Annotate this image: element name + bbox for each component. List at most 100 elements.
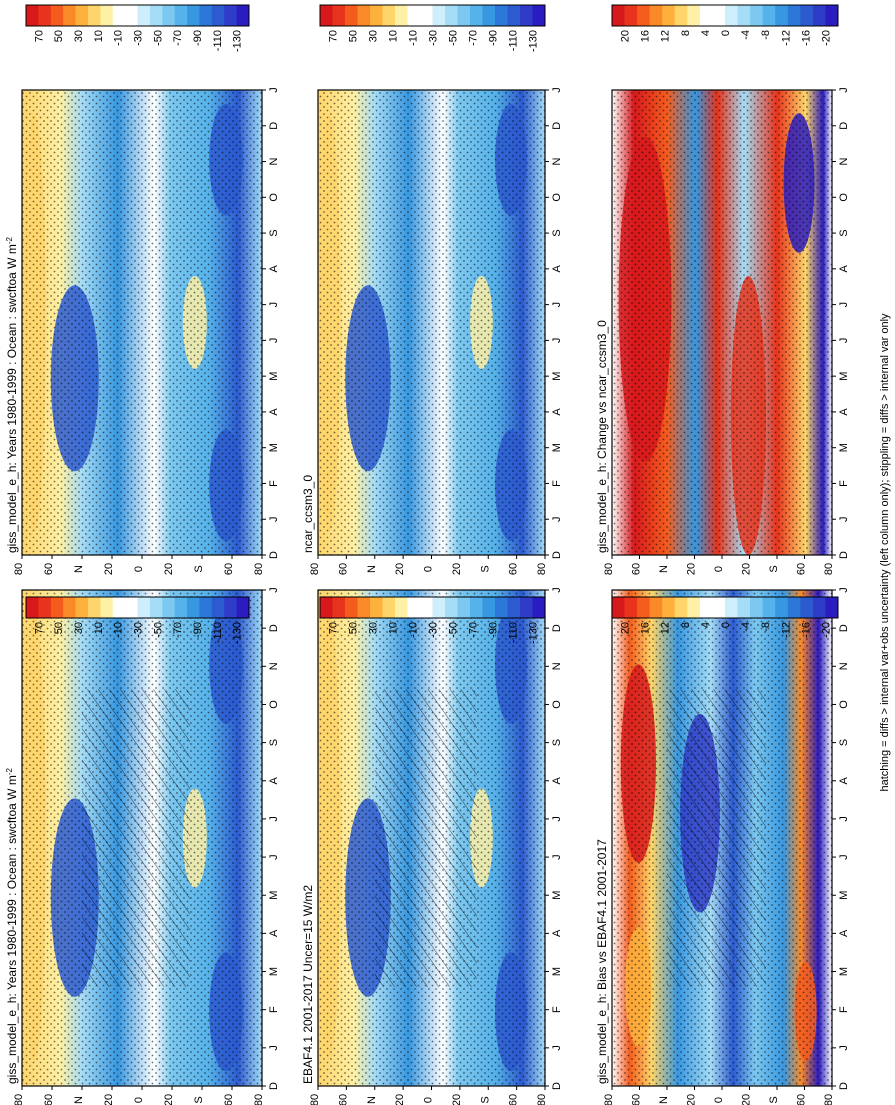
colorbar-swatch — [775, 5, 789, 26]
x-tick-label: F — [268, 480, 280, 487]
colorbar-swatch — [432, 5, 446, 26]
x-tick-label: J — [838, 338, 850, 344]
y-tick-label: 20 — [103, 1094, 115, 1105]
colorbar-label: -50 — [448, 622, 460, 638]
colorbar-label: 50 — [348, 30, 360, 42]
colorbar-swatch — [750, 5, 763, 26]
colorbar-swatch — [320, 5, 333, 26]
colorbar-swatch — [712, 5, 726, 26]
x-tick-label: J — [838, 854, 850, 860]
colorbar-frame — [25, 596, 250, 619]
y-tick-label: 80 — [13, 563, 25, 575]
colorbar-label: 50 — [53, 622, 65, 634]
y-tick-label: 20 — [163, 563, 175, 575]
x-tick-label: M — [268, 967, 280, 976]
colorbar-swatch — [725, 597, 738, 618]
colorbar-swatch — [520, 5, 533, 26]
x-tick-label: F — [268, 1006, 280, 1013]
colorbar-swatch — [50, 597, 64, 618]
y-tick-label: N — [73, 1096, 85, 1104]
colorbar-label: 30 — [73, 30, 85, 42]
colorbar-label: 30 — [368, 622, 380, 634]
colorbar-swatch — [482, 597, 496, 618]
panel-obs_left: D J F M A M J J A S O N D J 80 60 N 20 0 20 S 60 80 EBAF4.1 200… — [301, 587, 563, 1105]
x-tick-label: J — [551, 816, 563, 822]
x-tick-label: J — [551, 338, 563, 344]
y-tick-label: 20 — [451, 1094, 463, 1105]
x-tick-label: A — [551, 929, 563, 937]
panel-ncar: D J F M A M J J A S O N D J 80 60 N 20 0 20 S 60 80 ncar_ccsm3_… — [301, 4, 563, 575]
colorbar-label: -130 — [232, 30, 244, 52]
x-tick-label: F — [551, 1006, 563, 1013]
y-tick-label: 60 — [631, 1094, 643, 1105]
x-tick-label: M — [268, 891, 280, 900]
colorbar-swatch — [332, 5, 346, 26]
colorbar-swatch — [612, 597, 625, 618]
colorbar-swatch — [507, 597, 521, 618]
y-tick-label: 60 — [223, 1094, 235, 1105]
stippling-overlay — [22, 90, 262, 555]
colorbar-label: 50 — [348, 622, 360, 634]
colorbar-label: -130 — [528, 622, 540, 644]
y-tick-label: 20 — [741, 1094, 753, 1105]
y-tick-label: 20 — [394, 563, 406, 575]
y-tick-label: N — [366, 565, 378, 573]
colorbar-swatch — [457, 597, 471, 618]
colorbar-swatch — [649, 597, 663, 618]
colorbar-label: -30 — [133, 622, 145, 638]
x-tick-label: J — [838, 587, 850, 593]
colorbar-swatch — [445, 5, 458, 26]
colorbar-label: -8 — [760, 30, 772, 40]
y-tick-label: N — [658, 1096, 670, 1104]
x-tick-label: A — [838, 265, 850, 273]
y-tick-label: 80 — [603, 1094, 615, 1105]
colorbar-swatch — [211, 597, 225, 618]
y-tick-label: 80 — [823, 1094, 835, 1105]
footer-note: hatching = diffs > internal var+obs unce… — [879, 313, 891, 792]
colorbar-swatch — [112, 5, 126, 26]
x-tick-label: J — [268, 338, 280, 344]
x-tick-label: J — [268, 587, 280, 593]
colorbar-swatch — [199, 5, 213, 26]
panel-title: giss_model_e_h: Years 1980-1999 : Ocean … — [5, 236, 19, 553]
colorbar-swatch — [495, 597, 508, 618]
x-tick-label: N — [551, 662, 563, 670]
colorbar-swatch — [699, 5, 713, 26]
hatching-overlay — [82, 689, 190, 987]
x-tick-label: J — [551, 854, 563, 860]
x-tick-label: N — [551, 158, 563, 166]
colorbar-label: -50 — [448, 30, 460, 46]
colorbar-swatch — [162, 5, 175, 26]
colorbar-swatch — [112, 597, 126, 618]
colorbar-swatch — [699, 597, 713, 618]
colorbar-label: 16 — [640, 622, 652, 634]
x-tick-label: D — [268, 551, 280, 559]
x-tick-label: S — [268, 739, 280, 746]
colorbar-label: -16 — [800, 622, 812, 638]
colorbar-label: 70 — [33, 30, 45, 42]
colorbar-label: -20 — [820, 622, 832, 638]
colorbar-label: 20 — [620, 30, 632, 42]
x-tick-label: A — [268, 776, 280, 784]
x-tick-label: J — [551, 516, 563, 522]
x-tick-label: M — [268, 443, 280, 452]
colorbar-swatch — [800, 5, 814, 26]
x-tick-label: M — [551, 967, 563, 976]
x-tick-label: J — [838, 1045, 850, 1051]
colorbar-label: 0 — [720, 622, 732, 628]
colorbar-swatch — [624, 5, 638, 26]
colorbar-swatch — [87, 5, 101, 26]
y-tick-label: 20 — [103, 563, 115, 575]
x-tick-label: M — [551, 443, 563, 452]
y-tick-label: 80 — [536, 1094, 548, 1105]
x-tick-label: D — [838, 551, 850, 559]
x-tick-label: S — [551, 739, 563, 746]
y-tick-label: 60 — [508, 563, 520, 575]
x-tick-label: J — [838, 816, 850, 822]
colorbar-label: -90 — [488, 622, 500, 638]
colorbar-swatch — [100, 5, 114, 26]
y-tick-label: S — [193, 1096, 205, 1103]
y-tick-label: N — [73, 565, 85, 573]
y-tick-label: 80 — [13, 1094, 25, 1105]
